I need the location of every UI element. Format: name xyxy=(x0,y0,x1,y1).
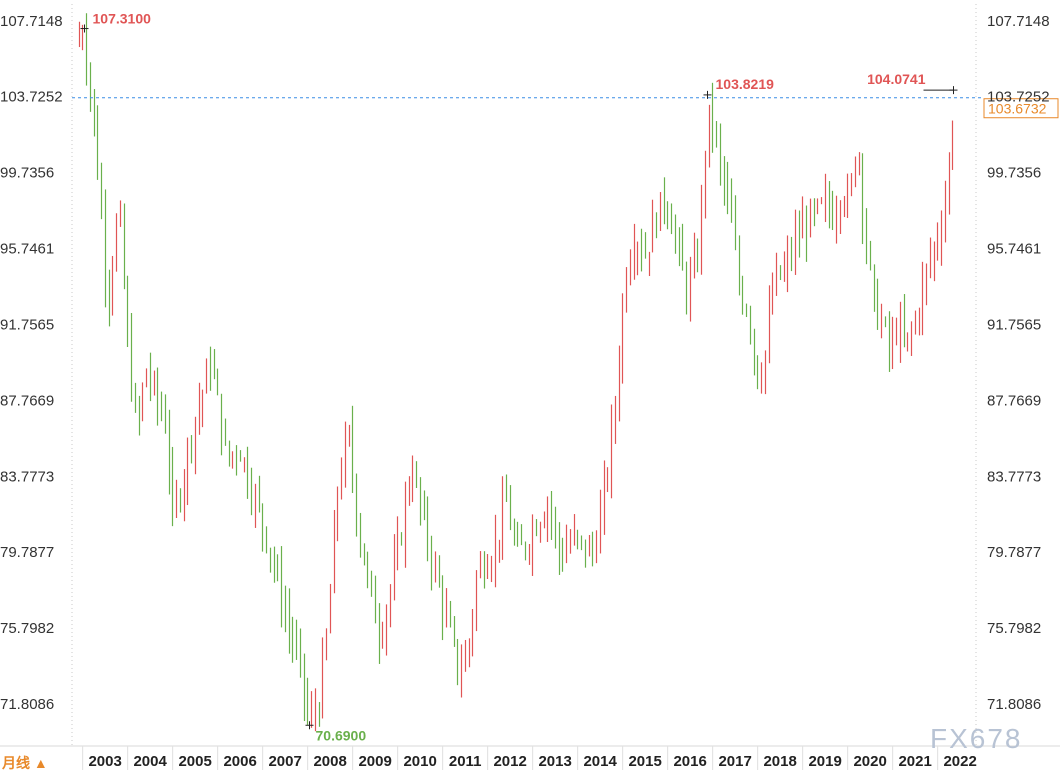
y-tick-right: 95.7461 xyxy=(987,241,1041,258)
y-tick-left: 71.8086 xyxy=(0,696,54,713)
y-tick-left: 99.7356 xyxy=(0,165,54,182)
annotation-label: 103.8219 xyxy=(716,76,775,92)
x-tick: 2009 xyxy=(358,753,391,770)
y-tick-left: 83.7773 xyxy=(0,468,54,485)
x-tick: 2008 xyxy=(313,753,346,770)
x-tick: 2013 xyxy=(538,753,571,770)
y-tick-right: 79.7877 xyxy=(987,544,1041,561)
x-tick: 2017 xyxy=(718,753,751,770)
x-tick: 2011 xyxy=(449,753,482,770)
x-tick: 2014 xyxy=(583,753,617,770)
y-tick-right: 71.8086 xyxy=(987,696,1041,713)
y-tick-left: 75.7982 xyxy=(0,620,54,637)
y-tick-left: 103.7252 xyxy=(0,89,63,106)
annotation-label: 107.3100 xyxy=(93,11,152,27)
x-tick: 2021 xyxy=(898,753,931,770)
axis-layer: 107.7148 107.7148 103.7252 103.7252 99.7356 9… xyxy=(0,13,1050,770)
y-tick-left: 91.7565 xyxy=(0,316,54,333)
x-tick: 2018 xyxy=(763,753,796,770)
y-tick-left: 107.7148 xyxy=(0,13,63,30)
x-tick: 2007 xyxy=(268,753,301,770)
annotation-label: 70.6900 xyxy=(316,727,367,743)
y-tick-left: 79.7877 xyxy=(0,544,54,561)
y-tick-right: 103.7252 xyxy=(987,89,1050,106)
grid-layer xyxy=(0,4,1060,747)
x-tick: 2022 xyxy=(943,753,976,770)
last-price-box xyxy=(983,98,1059,119)
x-tick: 2004 xyxy=(133,753,167,770)
y-tick-right: 75.7982 xyxy=(987,620,1041,637)
annotation-label: 104.0741 xyxy=(867,71,926,87)
x-tick: 2003 xyxy=(88,753,121,770)
y-tick-left: 87.7669 xyxy=(0,392,54,409)
price-bars xyxy=(78,13,954,732)
overlay-layer: 103.6732 107.3100 70.6900 103.8219 104.0741 xyxy=(72,11,1059,743)
x-tick: 2015 xyxy=(628,753,661,770)
y-tick-right: 91.7565 xyxy=(987,316,1041,333)
y-tick-right: 83.7773 xyxy=(987,468,1041,485)
x-tick: 2012 xyxy=(493,753,526,770)
x-tick: 2016 xyxy=(673,753,706,770)
x-tick: 2006 xyxy=(223,753,256,770)
y-tick-right: 99.7356 xyxy=(987,165,1041,182)
x-tick: 2010 xyxy=(403,753,436,770)
y-tick-left: 95.7461 xyxy=(0,241,54,258)
period-label[interactable]: 月线 ▲ xyxy=(1,755,48,771)
fx678-watermark: FX678 xyxy=(930,723,1023,754)
x-tick: 2020 xyxy=(853,753,886,770)
x-tick: 2019 xyxy=(808,753,841,770)
y-tick-right: 87.7669 xyxy=(987,392,1041,409)
y-tick-right: 107.7148 xyxy=(987,13,1050,30)
last-price-label: 103.6732 xyxy=(988,101,1047,117)
x-tick: 2005 xyxy=(178,753,211,770)
